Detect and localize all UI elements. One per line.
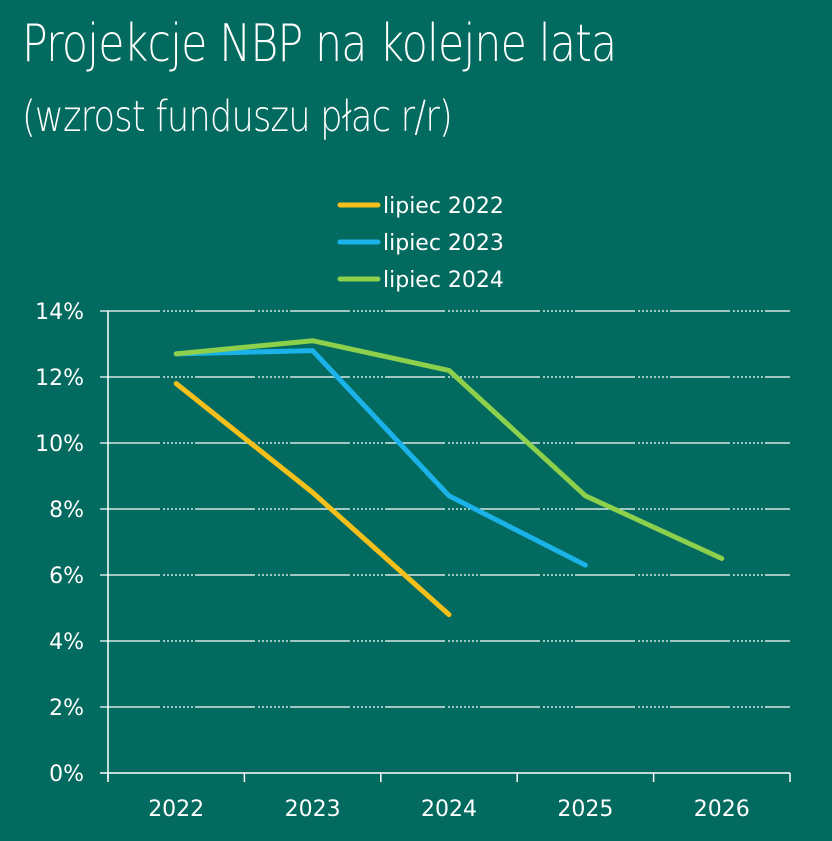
y-tick-label: 10% bbox=[35, 432, 84, 457]
series-line-lipiec-2023 bbox=[173, 348, 588, 568]
chart-subtitle: (wzrost funduszu płac r/r) bbox=[22, 92, 453, 142]
x-tick-label: 2022 bbox=[148, 797, 204, 822]
y-tick-label: 14% bbox=[35, 300, 84, 325]
x-tick-label: 2024 bbox=[421, 797, 477, 822]
gridlines bbox=[100, 310, 790, 708]
y-tick-label: 0% bbox=[49, 762, 84, 787]
legend-label: lipiec 2022 bbox=[383, 194, 504, 219]
x-tick-label: 2025 bbox=[557, 797, 613, 822]
legend-label: lipiec 2024 bbox=[383, 268, 504, 293]
x-tick-label: 2023 bbox=[285, 797, 341, 822]
y-tick-label: 4% bbox=[49, 630, 84, 655]
legend: lipiec 2022 lipiec 2023 lipiec 2024 bbox=[337, 194, 504, 293]
chart-title: Projekcje NBP na kolejne lata bbox=[22, 14, 617, 74]
y-tick-label: 2% bbox=[49, 696, 84, 721]
legend-label: lipiec 2023 bbox=[383, 231, 504, 256]
y-tick-label: 12% bbox=[35, 366, 84, 391]
x-tick-label: 2026 bbox=[694, 797, 750, 822]
series-line-lipiec-2022 bbox=[173, 381, 452, 618]
y-tick-label: 8% bbox=[49, 498, 84, 523]
y-tick-label: 6% bbox=[49, 564, 84, 589]
series-line-lipiec-2024 bbox=[173, 338, 725, 561]
